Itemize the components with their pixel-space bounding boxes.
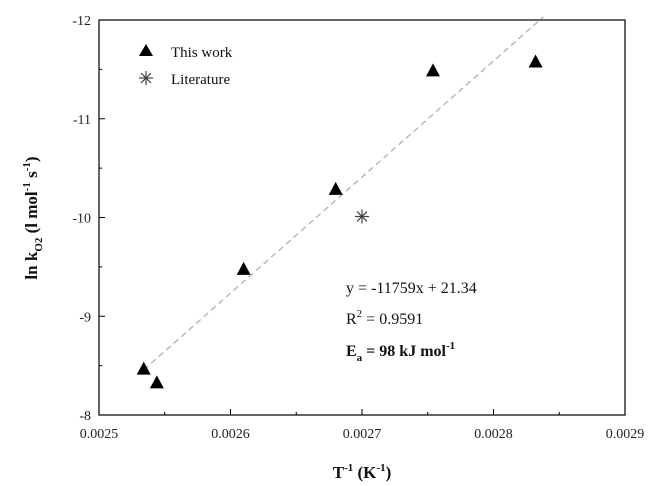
y-tick-label: -10	[72, 212, 91, 227]
asterisk-point	[355, 209, 369, 224]
equation-text: y = -11759x + 21.34	[346, 280, 477, 297]
triangle-point	[528, 54, 543, 68]
activation-energy-text: Ea = 98 kJ mol-1	[346, 340, 455, 364]
fit-annotation: y = -11759x + 21.34 R2 = 0.9591 Ea = 98 …	[346, 280, 477, 364]
x-axis-ticks: 0.0025 0.0026 0.0027 0.0028 0.0029	[80, 409, 645, 442]
legend: This work Literature	[139, 44, 233, 88]
x-tick-label: 0.0028	[474, 427, 513, 442]
y-tick-label: -11	[73, 113, 91, 128]
y-axis-title: ln kO2 (l mol-1 s-1)	[21, 156, 45, 279]
fit-line	[143, 16, 544, 371]
triangle-point	[136, 361, 151, 375]
data-points	[136, 54, 543, 389]
y-tick-label: -8	[79, 409, 91, 424]
triangle-point	[149, 375, 164, 389]
asterisk-stroke	[140, 72, 152, 84]
x-axis-title: T-1 (K-1)	[333, 462, 392, 482]
r-squared-text: R2 = 0.9591	[346, 308, 423, 328]
legend-triangle-marker	[139, 44, 153, 56]
legend-label-literature: Literature	[171, 72, 230, 88]
x-tick-label: 0.0025	[80, 427, 119, 442]
x-tick-label: 0.0029	[606, 427, 645, 442]
y-tick-label: -12	[72, 14, 91, 29]
legend-asterisk-glyph	[139, 71, 153, 85]
fit-line-group	[143, 16, 544, 371]
triangle-point	[236, 261, 251, 275]
legend-asterisk-marker	[139, 71, 153, 85]
triangle-point	[426, 63, 441, 77]
asterisk-stroke	[356, 211, 368, 222]
y-tick-label: -9	[79, 310, 91, 325]
triangle-point	[328, 181, 343, 195]
legend-label-this-work: This work	[171, 45, 233, 61]
x-tick-label: 0.0026	[211, 427, 250, 442]
x-tick-label: 0.0027	[343, 427, 382, 442]
y-axis-ticks: -8 -9 -10 -11 -12	[72, 14, 105, 424]
